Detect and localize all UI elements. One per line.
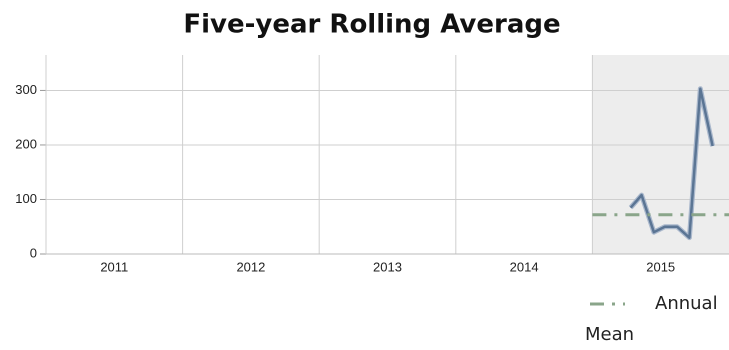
legend-label: Annual Mean [585,293,718,345]
y-tick-label: 200 [15,136,37,151]
page: {"chart_data": { "type": "line", "title"… [15,9,729,345]
x-tick-label: 2014 [510,259,539,274]
series-line [629,87,714,239]
x-tick-label: 2015 [646,259,675,274]
shaded-region [592,55,729,254]
y-tick-label: 0 [30,245,37,260]
y-tick-label: 100 [15,191,37,206]
x-tick-label: 2012 [236,259,265,274]
chart: Five-year Rolling Average 0 100 200 300 2011… [15,10,729,274]
x-tick-label: 2013 [373,259,402,274]
y-tick-label: 300 [15,82,37,97]
legend: Annual Mean [585,288,729,350]
chart-title: Five-year Rolling Average [183,10,560,40]
x-tick-label: 2011 [100,259,128,274]
legend-swatch [590,302,625,306]
